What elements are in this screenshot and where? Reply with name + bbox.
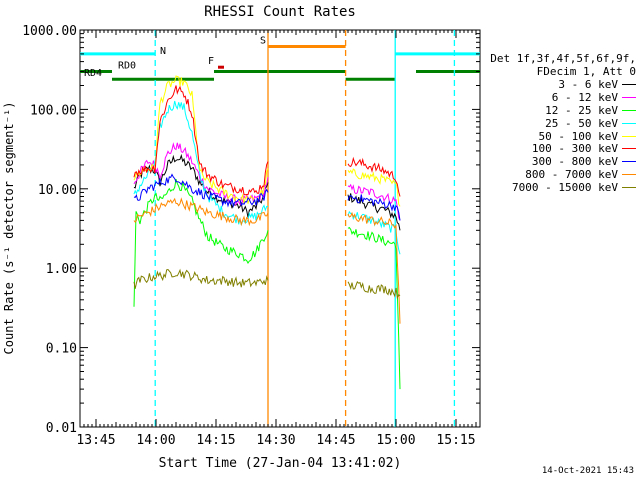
legend-entry-label: 800 - 7000 keV: [525, 168, 618, 182]
y-tick-label: 0.01: [46, 421, 77, 436]
legend-entry-label: 3 - 6 keV: [558, 77, 618, 91]
x-tick-label: 14:15: [196, 433, 235, 448]
y-tick-label: 1000.00: [22, 24, 77, 39]
legend-swatch: [622, 122, 636, 124]
y-axis-ticks: 0.01 0.10 1.00 10.00 100.00 1000.00: [22, 24, 480, 436]
legend-entry-label: 100 - 300 keV: [531, 142, 618, 156]
series-line: [347, 183, 401, 221]
y-axis-label: Count Rate (s⁻¹ detector segment⁻¹): [2, 102, 16, 355]
series-line: [347, 194, 401, 221]
legend-header-line-2: FDecim 1, Att 0: [536, 65, 636, 78]
legend-entry: 100 - 300 keV: [488, 142, 636, 155]
series-line: [347, 211, 401, 324]
legend-entry-label: 6 - 12 keV: [551, 90, 618, 104]
series-line: [133, 173, 269, 208]
legend-swatch: [622, 174, 636, 176]
x-tick-label: 15:15: [436, 433, 475, 448]
flag-label: N: [160, 46, 166, 57]
series-line: [347, 226, 401, 390]
legend-swatch: [622, 109, 636, 111]
legend-entry: 300 - 800 keV: [488, 155, 636, 168]
legend-entry-label: 300 - 800 keV: [531, 155, 618, 169]
legend-entries: 3 - 6 keV 6 - 12 keV 12 - 25 keV 25 - 50 ke…: [488, 78, 636, 194]
legend-entry: 25 - 50 keV: [488, 117, 636, 130]
legend-entry: 7000 - 15000 keV: [488, 181, 636, 194]
flag-label: RD4: [84, 68, 102, 79]
legend-entry: 6 - 12 keV: [488, 91, 636, 104]
legend-swatch: [622, 161, 636, 163]
legend-swatch: [622, 83, 636, 85]
legend-swatch: [622, 148, 636, 150]
legend-entry: 800 - 7000 keV: [488, 168, 636, 181]
series-line: [133, 142, 269, 207]
plot-frame: [79, 29, 481, 428]
x-tick-label: 14:45: [316, 433, 355, 448]
y-tick-label: 100.00: [30, 103, 77, 118]
flag-bars: N S F RD0 RD4: [80, 35, 480, 81]
legend: Det 1f,3f,4f,5f,6f,9f, FDecim 1, Att 0 3…: [488, 52, 636, 194]
legend-swatch: [622, 187, 636, 189]
legend-header-line-1: Det 1f,3f,4f,5f,6f,9f,: [490, 52, 636, 65]
legend-entry: 50 - 100 keV: [488, 130, 636, 143]
y-tick-label: 10.00: [38, 183, 77, 198]
legend-entry: 3 - 6 keV: [488, 78, 636, 91]
legend-entry-label: 50 - 100 keV: [538, 129, 618, 143]
x-tick-label: 14:00: [136, 433, 175, 448]
series-line: [133, 100, 269, 227]
x-axis-label: Start Time (27-Jan-04 13:41:02): [159, 456, 402, 471]
legend-entry-label: 7000 - 15000 keV: [512, 181, 618, 195]
chart-title: RHESSI Count Rates: [204, 4, 356, 20]
series-lines: [133, 75, 401, 390]
legend-entry-label: 25 - 50 keV: [545, 116, 618, 130]
flag-label: S: [260, 35, 266, 46]
x-tick-label: 14:30: [256, 433, 295, 448]
y-tick-label: 0.10: [46, 342, 77, 357]
legend-entry: 12 - 25 keV: [488, 104, 636, 117]
series-line: [347, 156, 401, 197]
series-line: [347, 281, 401, 300]
series-line: [133, 85, 269, 196]
legend-swatch: [622, 135, 636, 137]
flag-label: RD0: [118, 61, 136, 72]
flag-label: F: [208, 56, 214, 67]
y-tick-label: 1.00: [46, 262, 77, 277]
x-tick-label: 13:45: [76, 433, 115, 448]
series-line: [133, 197, 269, 227]
series-line: [347, 168, 401, 207]
series-line: [133, 268, 269, 289]
x-tick-label: 15:00: [376, 433, 415, 448]
legend-swatch: [622, 96, 636, 98]
series-line: [133, 178, 269, 307]
legend-entry-label: 12 - 25 keV: [545, 103, 618, 117]
time-markers: [154, 30, 456, 427]
x-axis-ticks: 13:45 14:00 14:15 14:30 14:45 15:00 15:15: [76, 30, 477, 448]
generation-timestamp: 14-Oct-2021 15:43: [541, 466, 634, 476]
